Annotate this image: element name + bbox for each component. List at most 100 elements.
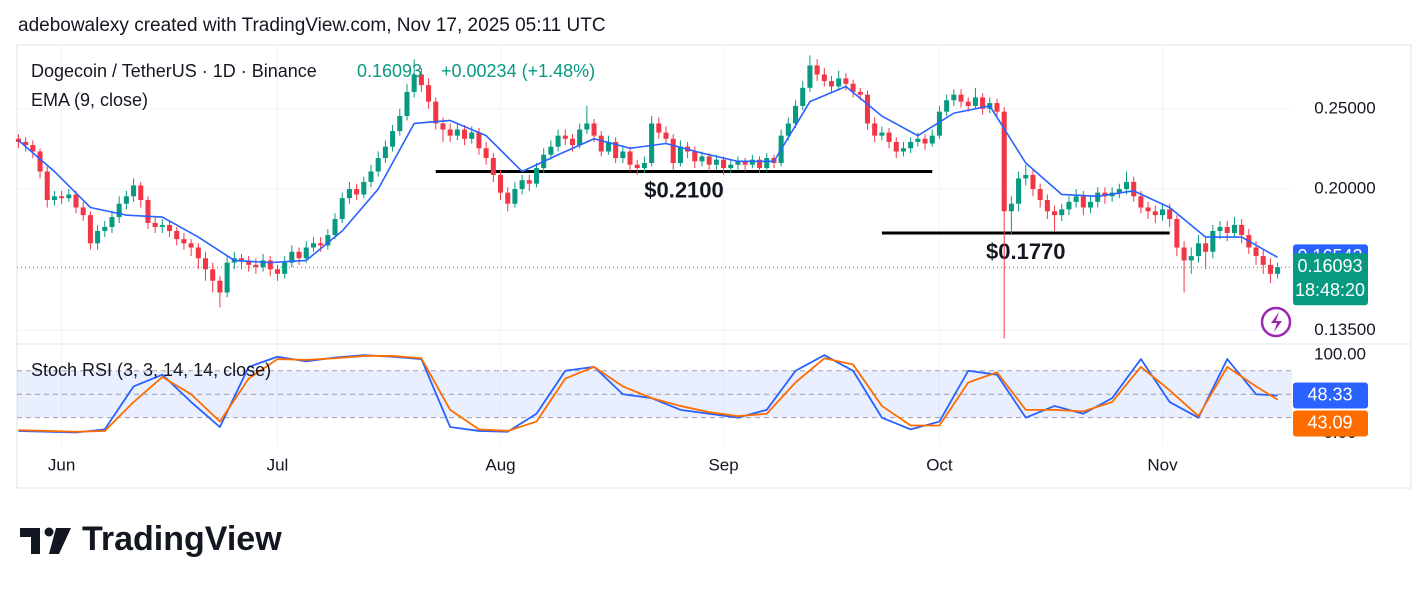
- candle-body: [1181, 247, 1187, 261]
- candle-body: [764, 158, 770, 169]
- candle-body: [505, 192, 511, 204]
- candle-body: [303, 247, 309, 259]
- candle-body: [462, 129, 468, 139]
- candle-body: [692, 151, 698, 162]
- candle-body: [1123, 181, 1130, 190]
- candle-body: [850, 83, 856, 92]
- x-tick-label: Jun: [48, 455, 75, 474]
- candle-body: [447, 129, 453, 136]
- candle-body: [735, 161, 741, 165]
- candle-body: [1174, 219, 1180, 248]
- stoch-d-value: 43.09: [1307, 412, 1352, 432]
- candle-body: [325, 235, 331, 246]
- candle-body: [1001, 111, 1007, 212]
- candle-body: [1145, 207, 1151, 212]
- candle-body: [138, 185, 144, 201]
- candle-body: [944, 100, 950, 112]
- candle-body: [1217, 226, 1223, 231]
- candle-body: [677, 146, 683, 164]
- candle-body: [641, 163, 647, 169]
- candle-body: [390, 131, 396, 147]
- candle-body: [1037, 189, 1043, 201]
- candle-body: [512, 189, 518, 204]
- candle-body: [728, 164, 734, 169]
- candle-body: [181, 239, 187, 244]
- candle-body: [260, 260, 266, 268]
- candle-body: [555, 135, 561, 147]
- stoch-line: [18, 355, 1279, 433]
- legend-title: Dogecoin / TetherUS · 1D · Binance: [31, 61, 317, 81]
- frame: [16, 44, 1412, 489]
- candle-body: [498, 174, 504, 193]
- candle-body: [1267, 264, 1273, 274]
- candle-body: [368, 171, 374, 182]
- candle-body: [224, 262, 230, 293]
- candle-body: [210, 269, 216, 281]
- candle-body: [1095, 192, 1101, 202]
- legend-stoch: Stoch RSI (3, 3, 14, 14, close): [31, 360, 271, 380]
- candle-body: [562, 135, 568, 139]
- candle-body: [951, 94, 957, 101]
- candle-body: [202, 258, 209, 270]
- x-tick-label: Aug: [485, 455, 515, 474]
- candle-body: [332, 219, 338, 236]
- candle-body: [95, 230, 101, 244]
- candle-body: [886, 132, 892, 142]
- candle-body: [1224, 226, 1230, 233]
- candle-body: [131, 185, 137, 197]
- candle-body: [994, 103, 1000, 112]
- candle-body: [577, 129, 583, 146]
- candle-body: [1167, 209, 1173, 220]
- footer-brand: TradingView: [82, 520, 282, 558]
- candle-body: [174, 230, 180, 240]
- candle-body: [37, 151, 43, 172]
- legend-ema: EMA (9, close): [31, 90, 148, 110]
- candle-body: [1138, 196, 1144, 208]
- candle-body: [1203, 243, 1209, 252]
- stoch-d-value-box: [1293, 410, 1368, 437]
- candle-body: [354, 189, 360, 195]
- price-box: [1293, 253, 1368, 306]
- candle-body: [742, 161, 748, 165]
- candle-body: [1275, 267, 1281, 274]
- candle-body: [800, 87, 806, 106]
- x-tick-label: Sep: [708, 455, 738, 474]
- candle-body: [864, 94, 870, 124]
- candle-body: [476, 132, 482, 149]
- candle-body: [699, 156, 705, 162]
- candle-body: [793, 105, 799, 124]
- candle-body: [706, 156, 712, 165]
- ema-line: [17, 85, 1279, 264]
- candle-body: [958, 94, 964, 102]
- candle-body: [483, 148, 489, 159]
- candle-body: [584, 123, 590, 130]
- candle-body: [872, 123, 878, 136]
- candle-body: [123, 196, 129, 204]
- candle-body: [267, 260, 273, 270]
- candle-body: [253, 264, 259, 268]
- candle-body: [836, 78, 842, 87]
- candle-body: [1030, 174, 1036, 190]
- candle-body: [418, 74, 424, 86]
- candle-body: [1239, 224, 1245, 236]
- candle-body: [1116, 189, 1122, 193]
- x-tick-label: Jul: [267, 455, 289, 474]
- candle-body: [591, 123, 597, 136]
- candle-body: [318, 243, 324, 246]
- candle-body: [634, 164, 640, 169]
- candle-body: [51, 196, 57, 201]
- candle-body: [361, 181, 367, 195]
- candle-body: [382, 146, 388, 159]
- candle-body: [1188, 256, 1194, 261]
- candle-body: [613, 141, 619, 159]
- candle-body: [915, 138, 921, 142]
- candle-body: [929, 135, 935, 144]
- candle-body: [749, 159, 755, 165]
- candle-body: [1152, 211, 1158, 216]
- candle-body: [296, 251, 302, 259]
- candle-body: [807, 65, 813, 88]
- candle-body: [73, 194, 79, 208]
- candle-body: [44, 171, 50, 201]
